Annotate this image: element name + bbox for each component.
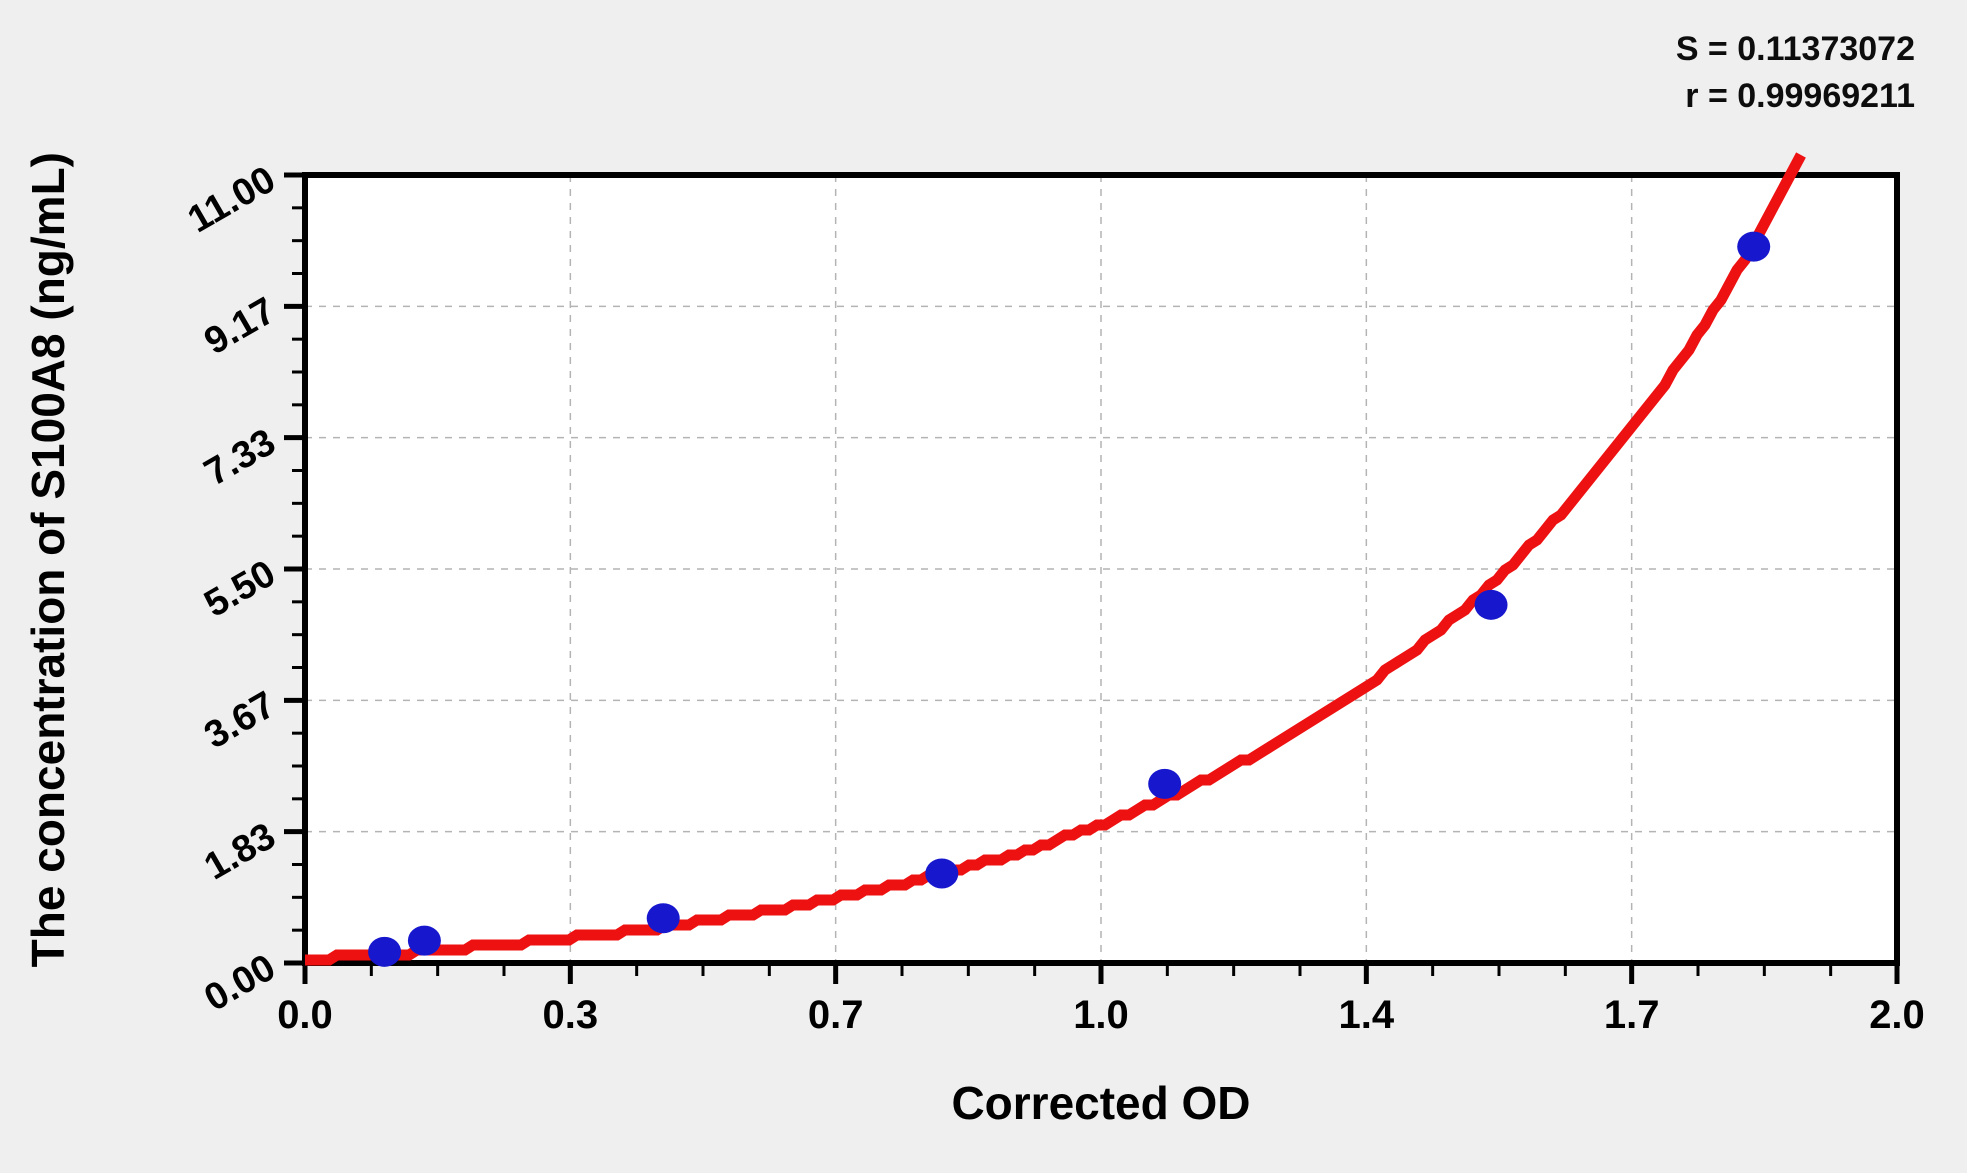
data-point xyxy=(1148,768,1182,799)
y-tick-label: 11.00 xyxy=(181,158,283,241)
fit-s-value: S = 0.11373072 xyxy=(1675,30,1915,68)
y-axis-title: The concentration of S100A8 (ng/mL) xyxy=(22,152,74,968)
x-tick-label: 1.4 xyxy=(1339,993,1395,1037)
x-axis-title: Corrected OD xyxy=(951,1077,1251,1129)
x-tick-label: 0.7 xyxy=(808,993,864,1037)
data-point xyxy=(1737,231,1771,262)
y-tick-label: 1.83 xyxy=(197,815,282,888)
fit-statistics: S = 0.11373072 r = 0.99969211 xyxy=(1676,26,1915,120)
y-tick-label: 3.67 xyxy=(197,684,282,757)
data-point xyxy=(646,903,680,934)
y-tick-label: 7.33 xyxy=(197,421,282,494)
data-point xyxy=(925,858,959,889)
data-point xyxy=(1474,589,1508,620)
y-tick-label: 5.50 xyxy=(197,552,282,625)
y-axis-title-container: The concentration of S100A8 (ng/mL) xyxy=(16,80,80,1040)
data-point xyxy=(407,925,441,956)
fit-r-value: r = 0.99969211 xyxy=(1685,76,1915,115)
x-tick-label: 0.3 xyxy=(543,993,599,1037)
x-tick-label: 0.0 xyxy=(277,993,333,1037)
data-point xyxy=(368,936,402,967)
x-tick-label: 1.7 xyxy=(1604,993,1660,1037)
y-tick-label: 9.17 xyxy=(197,290,282,363)
fit-curve xyxy=(305,152,1806,966)
x-tick-label: 2.0 xyxy=(1869,993,1925,1037)
y-tick-label: 0.00 xyxy=(197,946,282,1019)
x-tick-label: 1.0 xyxy=(1073,993,1129,1037)
